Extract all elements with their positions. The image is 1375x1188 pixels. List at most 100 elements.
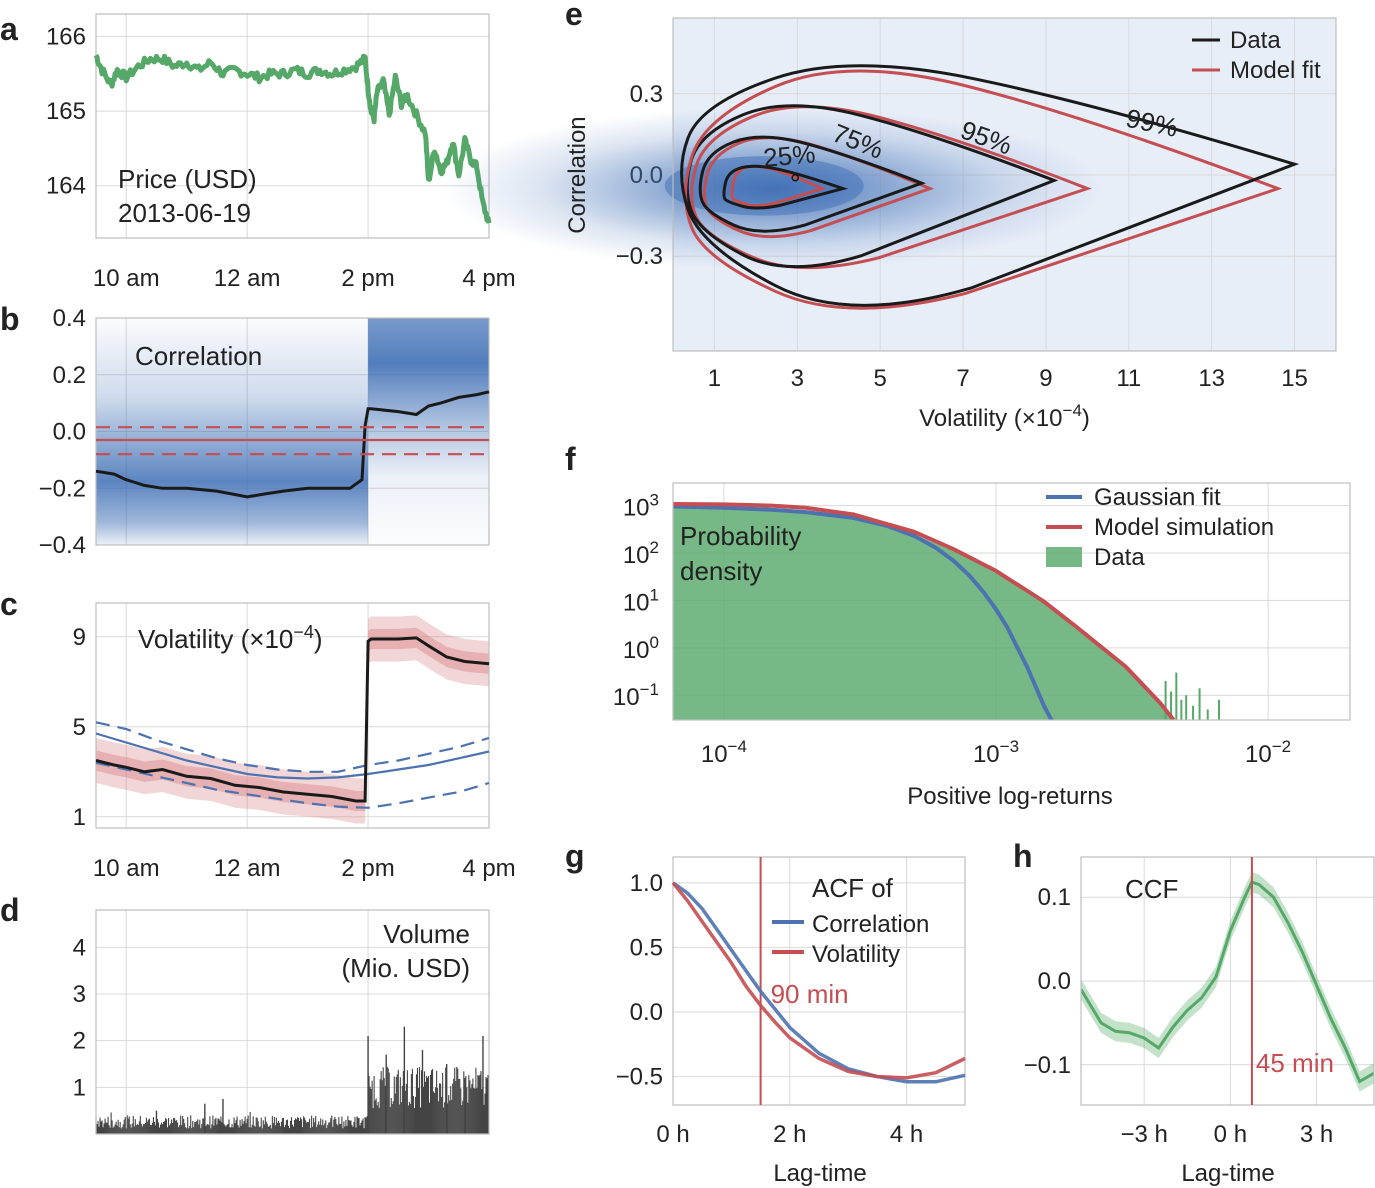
lag-marker-label: 45 min	[1256, 1048, 1334, 1078]
correlation-density-after	[368, 318, 489, 545]
panel-a-frame	[95, 13, 490, 239]
x-tick-label: 11	[1116, 365, 1141, 392]
y-tick-label: 10−1	[613, 680, 659, 711]
x-tick-label: 0 h	[1214, 1121, 1247, 1148]
series-model	[95, 732, 490, 780]
y-tick-label: 166	[46, 23, 86, 50]
y-tick-label: 0.4	[53, 305, 86, 332]
panel-f-frame	[672, 482, 1351, 721]
panel-b-frame	[95, 317, 490, 546]
series-model-lower	[95, 761, 490, 809]
y-tick-label: 0.0	[1038, 968, 1071, 995]
y-tick-label: 0.3	[630, 81, 663, 108]
x-axis-label: Lag-time	[773, 1160, 866, 1187]
legend-title: ACF of	[812, 873, 894, 903]
y-tick-label: 0.5	[630, 934, 663, 961]
legend-swatch	[1046, 547, 1082, 567]
y-tick-label: 9	[73, 624, 86, 651]
y-tick-label: 0.1	[1038, 884, 1071, 911]
panel-label-h: h	[1013, 838, 1033, 874]
x-tick-label: 12 am	[214, 265, 281, 292]
y-tick-label: 5	[73, 714, 86, 741]
annotation-correlation: Correlation	[135, 341, 262, 371]
panel-h: −3 h 0 h 3 h −0.1 0.0 0.1 45 min CCF Lag-time	[1024, 856, 1375, 1187]
plot-area	[673, 502, 1220, 720]
contour-label: 25%	[762, 138, 816, 172]
lag-marker-label: 90 min	[771, 979, 849, 1009]
x-tick-label: 13	[1198, 365, 1225, 392]
annotation-date: 2013-06-19	[118, 198, 251, 228]
density-core	[664, 156, 864, 216]
y-axis-label: Correlation	[564, 116, 591, 233]
gaussian-fit-line	[673, 504, 1054, 720]
y-tick-label: 0.0	[53, 419, 86, 446]
y-tick-label: 164	[46, 173, 86, 200]
correlation-density-before	[96, 318, 369, 545]
legend-label: Correlation	[812, 911, 929, 938]
x-tick-label: 10 am	[93, 265, 160, 292]
annotation-ccf: CCF	[1125, 874, 1178, 904]
y-tick-label: −0.4	[39, 532, 86, 559]
x-tick-label: 0 h	[656, 1121, 689, 1148]
series-data	[95, 390, 490, 499]
ccf-confidence-band	[1081, 872, 1374, 1092]
legend-label: Volatility	[812, 941, 900, 968]
series-model-upper	[95, 721, 490, 773]
panel-g-background	[673, 857, 965, 1105]
center-marker	[791, 173, 799, 182]
annotation-volatility: Volatility (×10−4)	[138, 622, 323, 654]
x-tick-label: 10−2	[1245, 737, 1291, 768]
contour-data-25	[722, 164, 849, 210]
y-tick-label: 1	[73, 804, 86, 831]
x-tick-label: 2 pm	[341, 265, 394, 292]
x-tick-label: 10−4	[701, 737, 747, 768]
annotation-volume: Volume	[383, 919, 470, 949]
y-tick-label: 3	[73, 981, 86, 1008]
panel-label-a: a	[0, 11, 18, 47]
x-tick-label: 10 am	[93, 855, 160, 882]
panel-d: 1 2 3 4 Volume (Mio. USD)	[73, 909, 490, 1135]
annotation-density: density	[680, 556, 762, 586]
legend-label: Model simulation	[1094, 514, 1274, 541]
x-tick-label: 2 pm	[341, 855, 394, 882]
x-tick-label: −3 h	[1121, 1121, 1168, 1148]
x-tick-label: 1	[708, 365, 721, 392]
y-tick-label: 0.2	[53, 362, 86, 389]
panel-label-e: e	[565, 0, 583, 32]
y-tick-label: −0.5	[616, 1064, 663, 1091]
panel-c-frame	[95, 602, 490, 829]
acf-correlation	[671, 881, 966, 1084]
panel-c-background	[96, 603, 489, 828]
panel-label-d: d	[0, 892, 20, 928]
volatility-density	[96, 615, 489, 824]
contour-data-75	[698, 135, 926, 233]
x-tick-label: 7	[956, 365, 969, 392]
legend-label: Model fit	[1230, 57, 1321, 84]
annotation-unit: (Mio. USD)	[341, 953, 470, 983]
x-tick-label: 4 h	[890, 1121, 923, 1148]
ccf-line	[1081, 880, 1374, 1084]
panel-label-c: c	[0, 586, 18, 622]
panel-f: 10−4 10−3 10−2 10−1 100 101 102 103 Gaussian fit…	[613, 482, 1351, 810]
y-tick-label: 1.0	[630, 870, 663, 897]
volume-bars	[95, 1026, 489, 1134]
data-histogram	[673, 505, 1174, 720]
y-tick-label: 100	[623, 633, 659, 664]
x-tick-label: 3 h	[1300, 1121, 1333, 1148]
y-tick-label: 0.0	[630, 999, 663, 1026]
x-tick-label: 12 am	[214, 855, 281, 882]
panel-e: 13579111315−0.30.00.325%75%95%99%DataMod…	[440, 17, 1337, 432]
acf-volatility	[671, 881, 966, 1080]
x-tick-label: 2 h	[773, 1121, 806, 1148]
x-tick-label: 9	[1039, 365, 1052, 392]
panel-label-f: f	[565, 441, 576, 477]
legend-label: Data	[1094, 544, 1145, 571]
y-tick-label: 4	[73, 934, 86, 961]
y-tick-label: 102	[623, 538, 659, 569]
panel-g-frame	[672, 856, 966, 1106]
x-tick-label: 3	[791, 365, 804, 392]
panel-g: 0 h 2 h 4 h −0.5 0.0 0.5 1.0 90 min ACF of Correl…	[616, 856, 966, 1187]
panel-label-g: g	[565, 838, 585, 874]
panel-label-b: b	[0, 301, 20, 337]
